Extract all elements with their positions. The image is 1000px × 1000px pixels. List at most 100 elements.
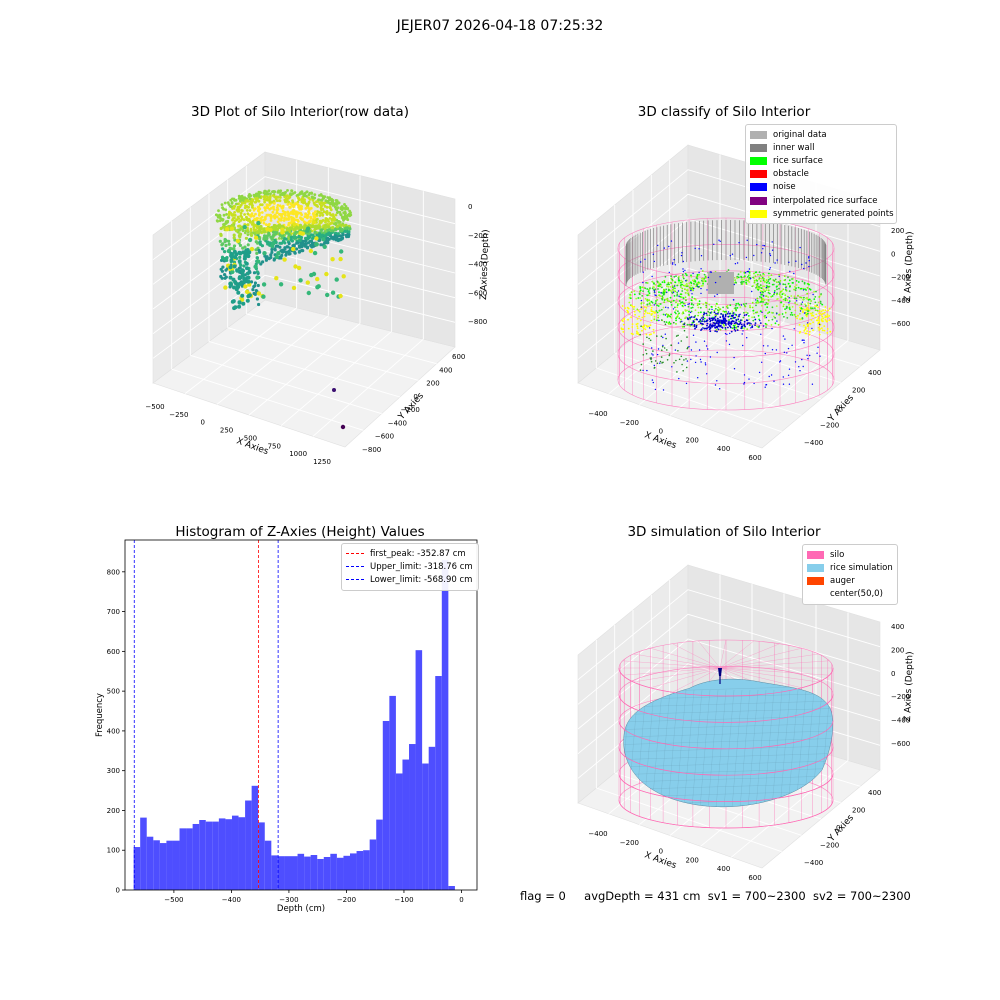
classify-noise-point: [702, 323, 704, 325]
classify-rice-point: [772, 283, 775, 286]
classify-y-axis-label: Y Axies: [826, 393, 856, 425]
classify-noise-point: [750, 323, 752, 325]
classify-rice-point: [757, 314, 760, 317]
classify-symmetric-point: [624, 307, 626, 310]
classify-rice-point: [658, 303, 661, 305]
raw-point: [233, 211, 237, 214]
classify-rice-point: [687, 305, 690, 308]
classify-noise-point: [667, 307, 669, 309]
raw-3d-plot[interactable]: −500−250025050075010001250−800−600−400−2…: [140, 135, 520, 465]
histogram-bar: [153, 840, 160, 890]
classify-noise-point: [759, 292, 762, 294]
raw-point: [245, 266, 249, 271]
simulation-3d-plot[interactable]: −400−2000200400600−400−20002004004002000…: [560, 555, 940, 880]
classify-noise-point: [733, 326, 736, 329]
classify-noise-point: [743, 320, 746, 323]
classify-noise-point: [716, 293, 718, 296]
classify-rice-point: [740, 276, 743, 279]
raw-point: [306, 216, 309, 220]
raw-point: [225, 227, 230, 232]
raw-point: [335, 199, 339, 203]
raw-y-tick-label: 200: [426, 380, 439, 388]
classify-rice-point: [778, 313, 780, 316]
raw-point: [255, 251, 259, 255]
legend-label: rice surface: [773, 155, 823, 166]
classify-noise-point: [692, 334, 695, 336]
classify-symmetric-point: [802, 311, 804, 314]
classify-symmetric-point: [809, 322, 812, 325]
raw-point: [267, 189, 271, 193]
classify-symmetric-point: [818, 316, 820, 319]
simulation-rice-mesh: [623, 708, 833, 715]
classify-rice-point: [689, 317, 692, 320]
classify-symmetric-point: [807, 304, 810, 307]
classify-rice-point: [776, 292, 778, 295]
simulation-rice-mesh: [691, 689, 703, 807]
classify-noise-point: [672, 291, 675, 293]
raw-point: [320, 194, 323, 197]
classify-rice-point: [671, 292, 674, 294]
raw-point: [231, 299, 236, 304]
classify-rice-point: [669, 281, 672, 284]
raw-point: [232, 264, 237, 269]
simulation-silo-front-ring: [618, 773, 834, 802]
classify-rice-point: [670, 301, 672, 304]
classify-rice-point: [714, 307, 717, 310]
raw-point: [287, 200, 291, 204]
classify-noise-point: [764, 386, 766, 388]
raw-point: [232, 233, 236, 237]
classify-rice-point: [819, 302, 822, 305]
raw-point: [227, 214, 231, 217]
classify-rice-point: [753, 279, 756, 282]
classify-symmetric-point: [645, 333, 648, 336]
classify-rice-point: [811, 307, 814, 310]
classify-noise-point: [678, 377, 680, 380]
classify-noise-point: [737, 325, 739, 328]
histogram-x-tick-label: −200: [337, 896, 356, 904]
classify-rice-point: [648, 299, 651, 301]
raw-point: [230, 201, 234, 204]
raw-point: [240, 194, 244, 198]
raw-point: [238, 243, 242, 247]
classify-rice-point: [697, 282, 700, 285]
classify-noise-point: [709, 356, 712, 358]
classify-noise-point: [640, 261, 642, 263]
simulation-rice-mesh: [623, 753, 833, 760]
classify-rice-point: [731, 310, 734, 313]
classify-noise-point: [700, 292, 702, 295]
classify-noise-point: [690, 358, 692, 361]
raw-point: [261, 294, 266, 299]
raw-point: [292, 235, 297, 240]
classify-noise-point: [768, 375, 770, 378]
classify-noise-point: [670, 240, 673, 242]
classify-symmetric-point: [646, 312, 649, 314]
classify-noise-point: [662, 344, 664, 347]
classify-noise-point: [738, 314, 740, 316]
classify-rice-point: [803, 281, 806, 284]
classify-rice-point: [639, 369, 642, 372]
histogram-bar: [251, 785, 259, 890]
classify-symmetric-point: [627, 318, 629, 321]
classify-rice-point: [676, 294, 678, 297]
classify-rice-point: [638, 310, 641, 313]
classify-noise-point: [704, 362, 707, 364]
classify-rice-point: [748, 274, 751, 277]
classify-rice-point: [681, 304, 684, 307]
classify-symmetric-point: [826, 315, 828, 318]
raw-point: [255, 297, 259, 301]
classify-noise-point: [703, 312, 706, 315]
raw-point: [324, 271, 329, 277]
raw-point: [301, 249, 305, 253]
raw-point: [296, 226, 300, 230]
simulation-rice-surface: [623, 678, 834, 808]
raw-point: [280, 241, 284, 245]
histogram-plot[interactable]: −500 −400 −300 −200 −100 00100200300400500600…: [80, 530, 500, 920]
classify-rice-point: [787, 295, 789, 298]
classify-symmetric-point: [808, 333, 811, 336]
histogram-bar: [448, 886, 455, 890]
raw-point: [349, 213, 353, 217]
classify-noise-point: [706, 322, 709, 325]
classify-rice-point: [725, 310, 727, 313]
classify-noise-point: [803, 342, 805, 344]
raw-point: [299, 235, 303, 240]
